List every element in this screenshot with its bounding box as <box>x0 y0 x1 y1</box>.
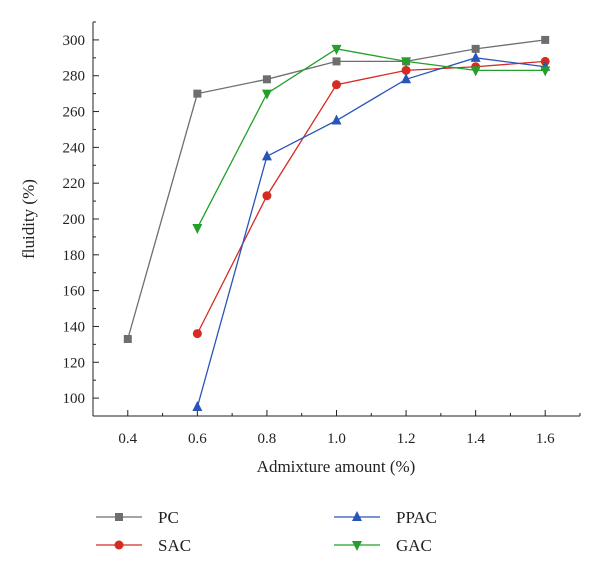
legend-marker-ppac <box>352 511 362 521</box>
legend-item-ppac: PPAC <box>334 508 437 527</box>
legend-item-sac: SAC <box>96 536 191 555</box>
y-tick-label: 280 <box>63 69 86 85</box>
data-point-gac <box>331 44 342 55</box>
series-sac <box>192 56 550 339</box>
data-point-gac <box>540 66 551 77</box>
data-point-pc <box>123 334 132 343</box>
data-point-gac <box>261 89 272 100</box>
data-point-ppac <box>331 114 342 125</box>
legend-item-gac: GAC <box>334 536 432 555</box>
y-tick-label: 200 <box>63 212 86 228</box>
data-point-ppac <box>470 51 481 62</box>
data-point-gac <box>401 57 412 68</box>
series-line-sac <box>196 60 546 334</box>
legend-marker-pc <box>115 513 123 521</box>
data-point-gac <box>192 223 203 234</box>
y-tick-label: 160 <box>63 284 86 300</box>
legend: PC SAC PPAC GAC <box>96 508 437 555</box>
x-tick-label: 0.8 <box>258 431 277 447</box>
y-tick-label: 300 <box>63 33 86 49</box>
y-tick-label: 120 <box>63 355 86 371</box>
data-point-pc <box>471 44 480 53</box>
y-axis-label: fluidity (%) <box>19 179 38 259</box>
x-tick-label: 0.6 <box>188 431 207 447</box>
x-tick-label: 1.0 <box>327 431 346 447</box>
y-tick-label: 140 <box>63 319 86 335</box>
data-point-sac <box>332 80 341 90</box>
x-axis-label: Admixture amount (%) <box>257 457 416 476</box>
x-tick-label: 0.4 <box>118 431 137 447</box>
data-point-pc <box>332 57 341 66</box>
series-gac <box>192 44 551 234</box>
y-tick-label: 100 <box>63 391 86 407</box>
legend-label-ppac: PPAC <box>396 508 437 527</box>
data-point-sac <box>192 329 202 339</box>
x-tick-label: 1.4 <box>466 431 485 447</box>
legend-label-pc: PC <box>158 508 179 527</box>
x-tick-label: 1.6 <box>536 431 555 447</box>
series-line-ppac <box>196 57 546 408</box>
x-axis-ticks: 0.4 0.6 0.8 1.0 1.2 1.4 1.6 <box>92 410 581 447</box>
y-tick-label: 240 <box>63 140 86 156</box>
y-tick-label: 180 <box>63 248 86 264</box>
data-point-pc <box>262 75 271 84</box>
y-axis-ticks: 100 120 140 160 180 200 220 240 260 280 300 <box>63 21 99 417</box>
data-point-sac <box>401 65 411 75</box>
legend-item-pc: PC <box>96 508 179 527</box>
legend-marker-gac <box>352 541 362 551</box>
legend-label-sac: SAC <box>158 536 191 555</box>
x-tick-label: 1.2 <box>397 431 416 447</box>
y-tick-label: 220 <box>63 176 86 192</box>
data-point-ppac <box>401 73 412 84</box>
legend-label-gac: GAC <box>396 536 432 555</box>
data-point-pc <box>541 35 550 44</box>
data-point-sac <box>262 191 272 201</box>
data-point-ppac <box>261 150 272 161</box>
data-point-ppac <box>192 401 203 412</box>
series-line-gac <box>196 48 546 229</box>
data-point-pc <box>193 89 202 98</box>
plot-series <box>123 35 551 412</box>
y-tick-label: 260 <box>63 105 86 121</box>
legend-marker-sac <box>114 540 124 550</box>
series-ppac <box>192 51 551 412</box>
data-point-gac <box>470 66 481 77</box>
